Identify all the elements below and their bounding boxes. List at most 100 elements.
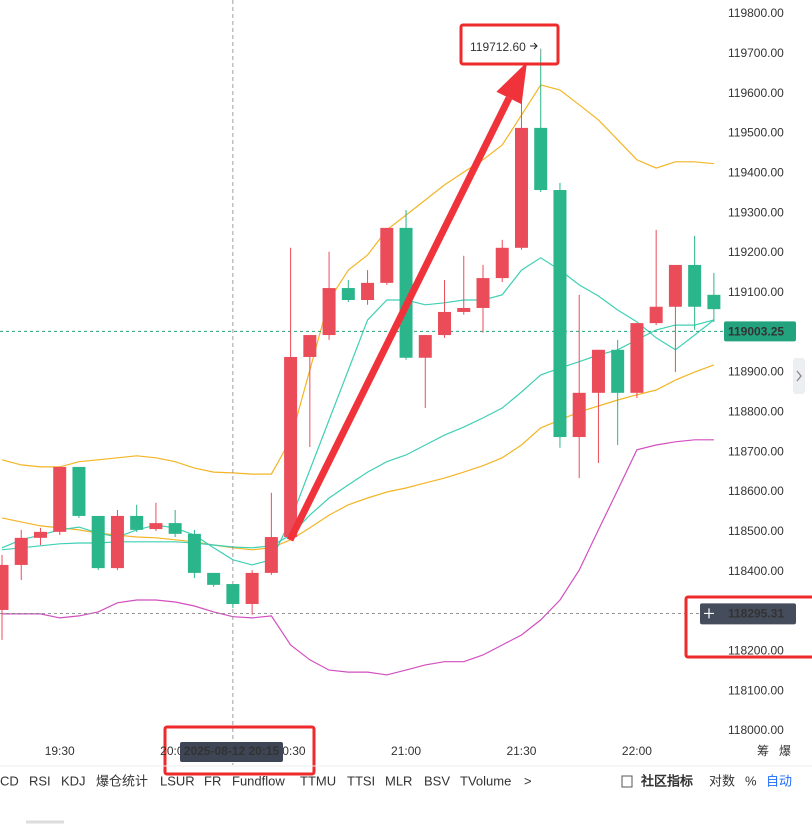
x-tick-label: 21:30 — [506, 744, 536, 758]
current-price-label: 119003.25 — [728, 325, 784, 339]
candle-body — [361, 282, 375, 300]
candle-body — [303, 335, 317, 357]
indicator-tab[interactable]: 爆仓统计 — [96, 773, 148, 788]
y-tick-label: 119500.00 — [728, 126, 784, 140]
candle-body — [341, 288, 355, 300]
indicator-tab[interactable]: KDJ — [61, 773, 86, 788]
candle-body — [668, 264, 682, 307]
max-price-pointer — [530, 42, 538, 50]
x-tick-label: 19:30 — [45, 744, 75, 758]
indicator-tab[interactable]: CD — [0, 773, 19, 788]
x-tick-label: 22:00 — [622, 744, 652, 758]
x-tick-label: 20:30 — [276, 744, 306, 758]
candle-body — [418, 335, 432, 358]
y-tick-label: 119200.00 — [728, 245, 784, 259]
candle-body — [534, 127, 548, 191]
indicator-tab[interactable]: MLR — [385, 773, 412, 788]
community-icon — [621, 775, 633, 788]
candle-body — [168, 523, 182, 534]
y-tick-label: 119800.00 — [728, 6, 784, 20]
candle-body — [130, 515, 144, 530]
indicator-tab[interactable]: TTSI — [347, 773, 375, 788]
candle-body — [110, 515, 124, 569]
crosshair-time-box — [180, 742, 283, 762]
y-tick-label: 119700.00 — [728, 46, 784, 60]
candle-body — [380, 227, 394, 283]
indicator-tab[interactable]: BSV — [424, 773, 450, 788]
candle-body — [53, 466, 67, 532]
y-tick-label: 118500.00 — [728, 524, 784, 538]
max-price-label: 119712.60 — [470, 40, 526, 54]
candle-body — [438, 311, 452, 336]
candle-body — [707, 294, 721, 310]
y-tick-label: 118200.00 — [728, 644, 784, 658]
y-tick-label: 118400.00 — [728, 564, 784, 578]
side-handle[interactable] — [793, 358, 805, 394]
candle-body — [495, 247, 509, 279]
crosshair-price-box — [700, 603, 796, 625]
candle-body — [322, 288, 336, 336]
candle-body — [207, 572, 221, 585]
toolbar-option[interactable]: 社区指标 — [640, 773, 693, 788]
candle-body — [264, 537, 278, 573]
candle-body — [72, 466, 86, 516]
y-tick-label: 118700.00 — [728, 444, 784, 458]
candle-body — [245, 572, 259, 604]
candle-body — [688, 264, 702, 307]
axis-extra: 筹 — [757, 744, 769, 758]
crosshair-price-label: 118295.31 — [728, 607, 784, 621]
indicator-line — [1, 319, 715, 551]
toolbar-option[interactable]: 自动 — [766, 773, 792, 788]
y-tick-label: 119300.00 — [728, 205, 784, 219]
candle-body — [91, 515, 105, 569]
candle-body — [476, 278, 490, 308]
toolbar-option[interactable]: % — [745, 773, 757, 788]
indicator-line — [1, 84, 714, 475]
indicator-tab[interactable]: FR — [204, 773, 221, 788]
highlight-box — [459, 23, 560, 66]
y-tick-label: 118000.00 — [728, 723, 784, 737]
crosshair-time-label: 2025-08-12 20:15 — [184, 744, 280, 758]
indicator-tab[interactable]: TTMU — [300, 773, 336, 788]
y-tick-label: 118600.00 — [728, 484, 784, 498]
y-tick-label: 119400.00 — [728, 165, 784, 179]
y-tick-label: 118900.00 — [728, 365, 784, 379]
candle-body — [649, 306, 663, 324]
indicator-line — [2, 439, 714, 676]
indicator-line — [1, 364, 715, 551]
candle-body — [33, 531, 47, 538]
candle-body — [611, 349, 625, 393]
candle-body — [553, 190, 567, 438]
axis-extra: 爆 — [779, 744, 791, 758]
candle-body — [14, 537, 28, 565]
plot-area — [0, 0, 724, 765]
candle-body — [0, 564, 9, 610]
x-tick-label: 21:00 — [391, 744, 421, 758]
highlight-box — [684, 595, 812, 659]
candle-body — [149, 523, 163, 530]
candle-body — [514, 127, 528, 248]
indicator-line — [1, 257, 715, 566]
indicator-tab[interactable]: LSUR — [160, 773, 195, 788]
current-price-box — [724, 321, 796, 342]
y-tick-label: 119100.00 — [728, 285, 784, 299]
candle-body — [591, 349, 605, 393]
candle-body — [187, 533, 201, 573]
candle-body — [630, 323, 644, 393]
candle-body — [399, 227, 413, 358]
candle-body — [284, 356, 298, 538]
indicator-tab[interactable]: TVolume — [460, 773, 511, 788]
highlight-box — [163, 725, 316, 776]
indicator-tab[interactable]: > — [524, 773, 532, 788]
crosshair-plus — [704, 608, 714, 619]
candle-body — [457, 307, 471, 312]
indicator-tab[interactable]: Fundflow — [232, 773, 285, 788]
annotation-arrow — [286, 96, 513, 542]
toolbar-option[interactable]: 对数 — [709, 773, 735, 788]
candle-body — [572, 392, 586, 438]
indicator-tab[interactable]: RSI — [29, 773, 51, 788]
annotation-arrowhead — [496, 62, 527, 105]
candle-body — [226, 584, 240, 604]
